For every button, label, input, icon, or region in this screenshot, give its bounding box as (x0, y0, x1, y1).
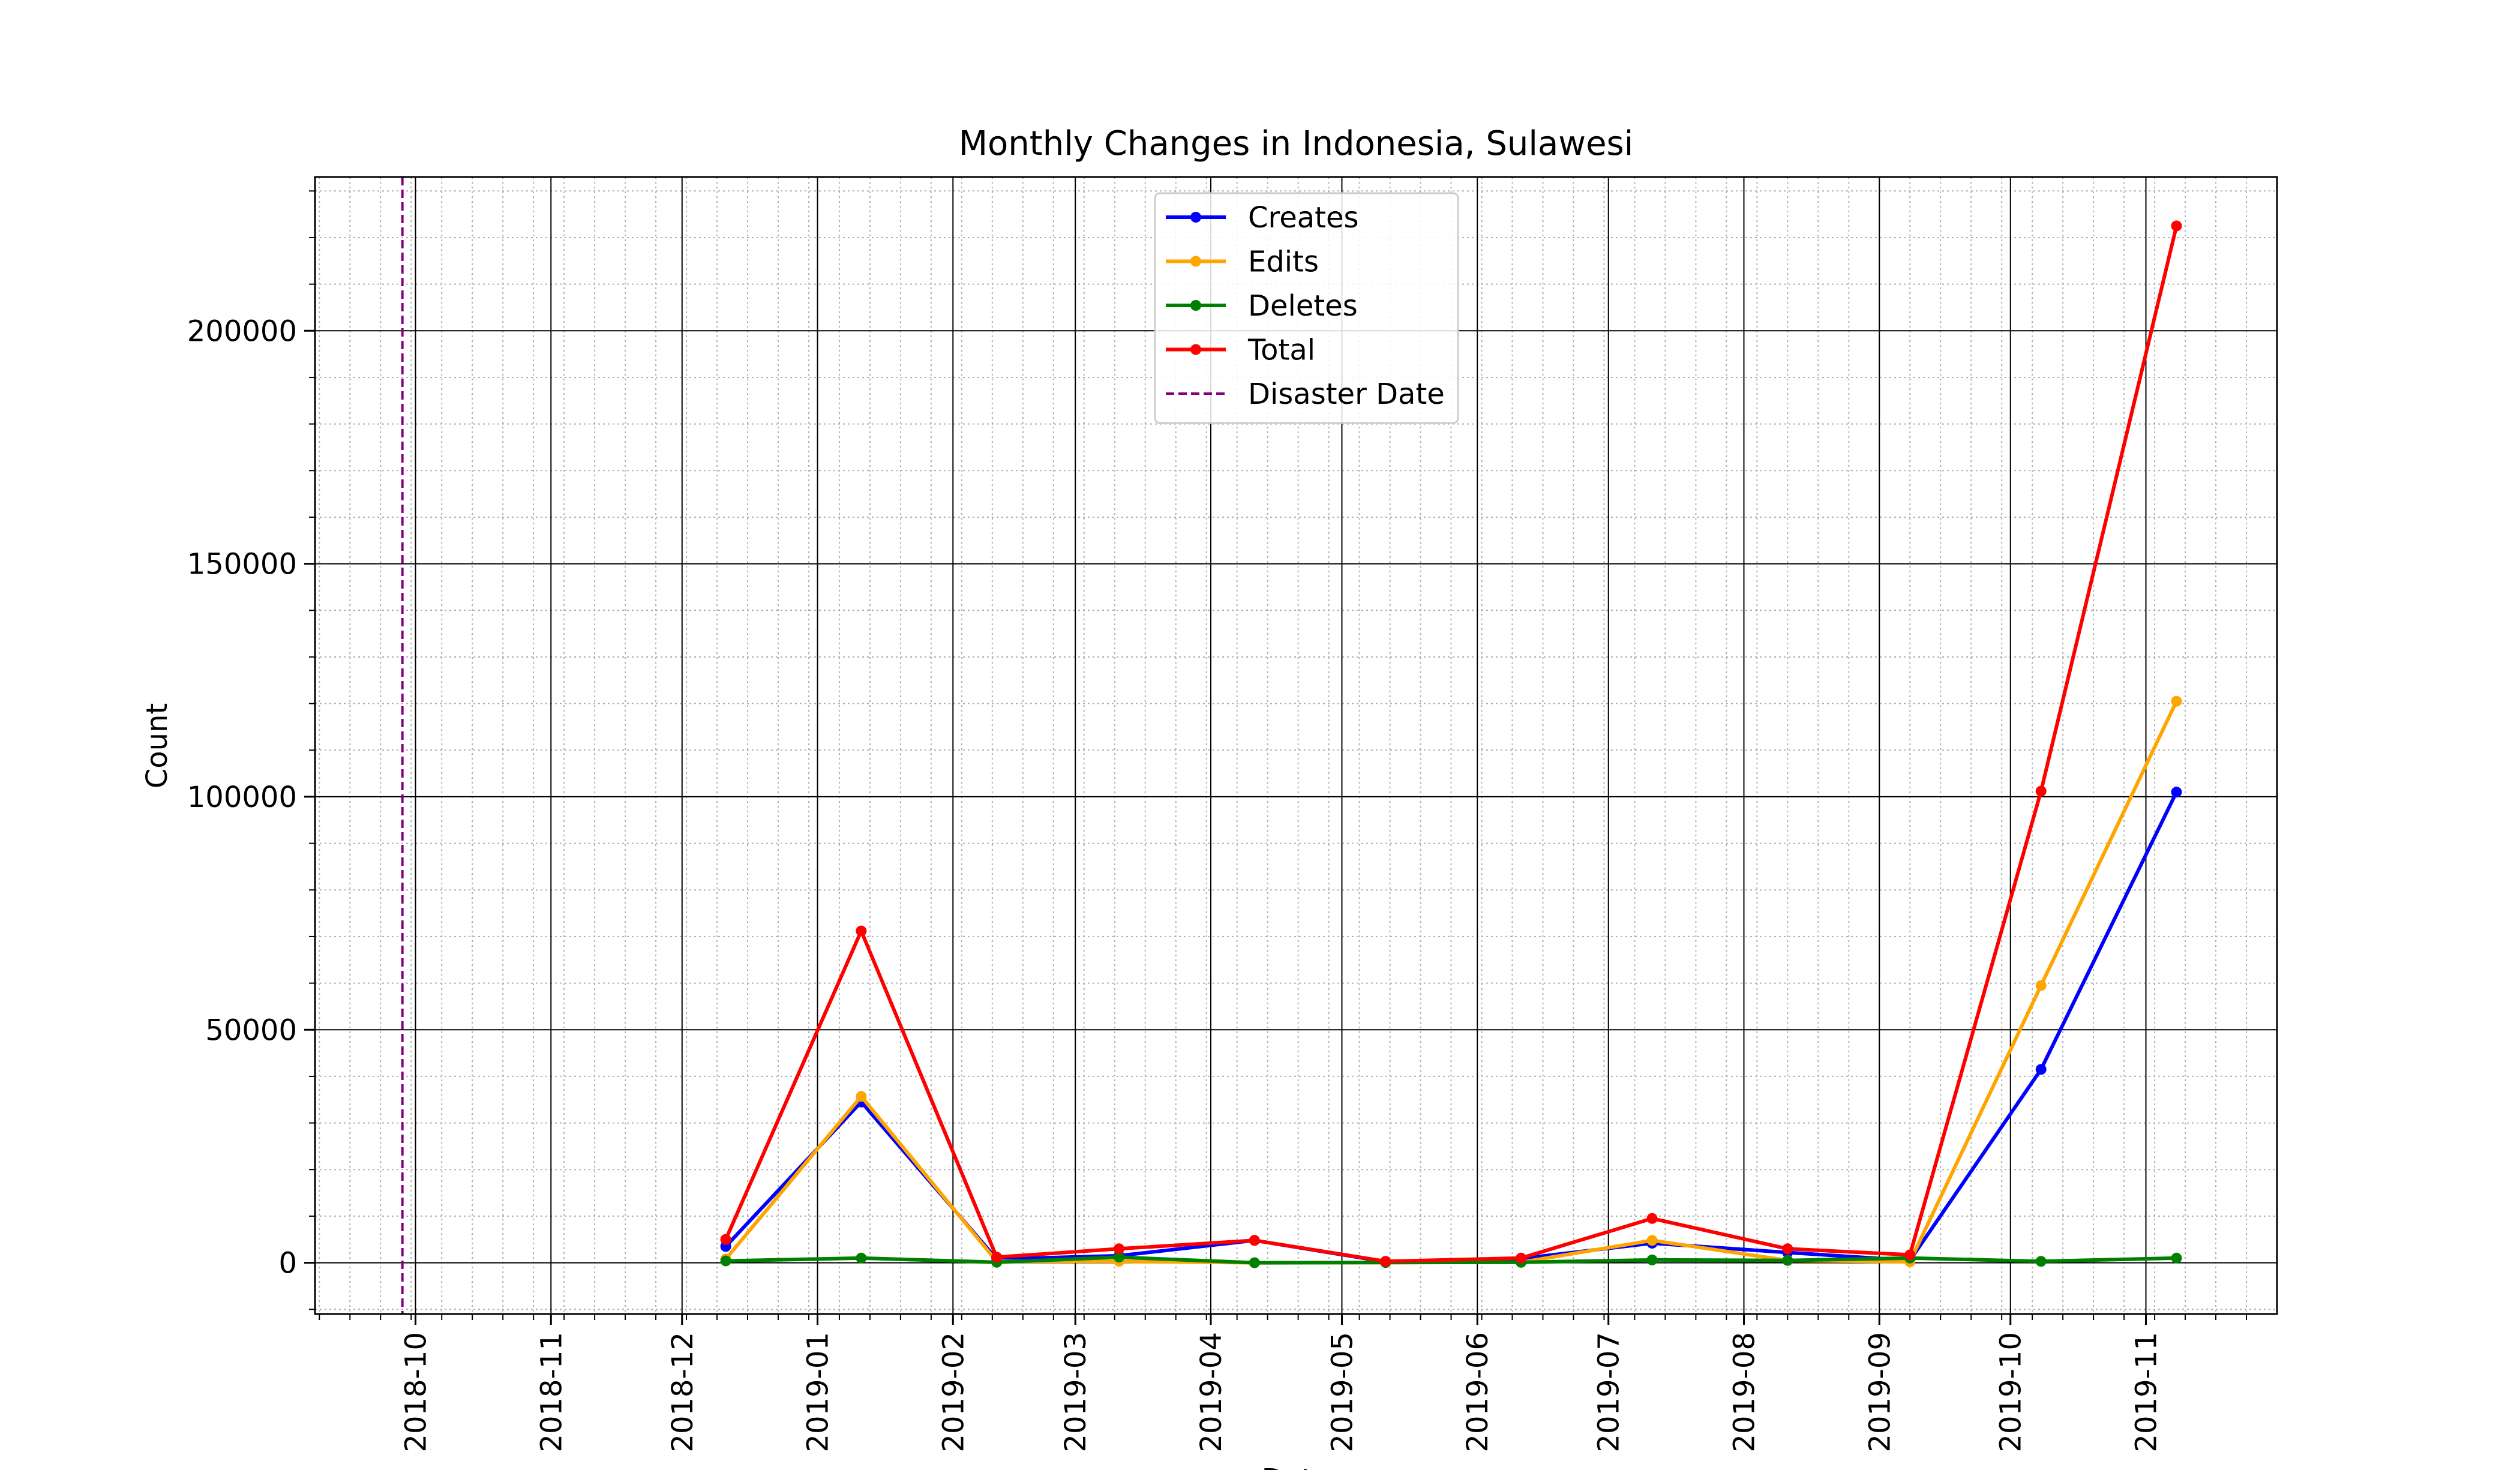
legend-box (1154, 192, 1459, 424)
x-tick-label: 2018-12 (666, 1332, 700, 1453)
data-point-deletes (2035, 1256, 2047, 1267)
data-point-total (1782, 1243, 1793, 1255)
x-tick-label: 2019-01 (802, 1332, 835, 1453)
data-point-deletes (856, 1252, 867, 1264)
series-line-deletes (724, 1255, 2179, 1265)
x-tick-label: 2019-06 (1461, 1332, 1495, 1453)
series-line-total (724, 224, 2179, 1264)
data-point-deletes (1114, 1252, 1125, 1263)
data-point-deletes (1646, 1254, 1658, 1265)
legend: Creates Edits Deletes Total Disaster Date (1154, 192, 1459, 424)
x-tick-label: 2018-11 (535, 1332, 568, 1453)
legend-marker-creates (1190, 212, 1201, 223)
data-point-total (1904, 1249, 1916, 1261)
x-tick-label: 2018-10 (400, 1332, 433, 1453)
legend-marker-total (1190, 344, 1201, 355)
x-tick-label: 2019-04 (1195, 1332, 1228, 1453)
data-point-total (2035, 785, 2047, 797)
legend-label-disaster-date: Disaster Date (1248, 377, 1445, 411)
x-tick-label: 2019-11 (2130, 1332, 2164, 1453)
data-point-total (720, 1234, 731, 1245)
x-tick-label: 2019-09 (1863, 1332, 1897, 1453)
y-tick-label: 0 (278, 1247, 297, 1280)
x-tick-label: 2019-02 (937, 1332, 970, 1453)
x-tick-label: 2019-03 (1059, 1332, 1093, 1453)
data-point-edits (1646, 1235, 1658, 1246)
plot-frame (314, 176, 2278, 1315)
data-point-total (2171, 220, 2182, 232)
legend-marker-deletes (1190, 300, 1201, 311)
data-point-total (1646, 1213, 1658, 1224)
data-point-total (1114, 1243, 1125, 1255)
data-point-total (1249, 1235, 1260, 1246)
data-point-deletes (1249, 1257, 1260, 1268)
data-point-edits (2171, 695, 2182, 707)
data-point-total (1380, 1256, 1391, 1267)
data-point-total (991, 1252, 1003, 1263)
data-point-total (856, 925, 867, 937)
y-axis-label: Count (140, 703, 174, 789)
legend-label-edits: Edits (1248, 245, 1319, 279)
data-point-creates (2035, 1064, 2047, 1075)
data-point-total (1516, 1252, 1527, 1264)
y-tick-label: 200000 (187, 314, 297, 348)
y-tick-label: 50000 (205, 1013, 297, 1047)
legend-label-total: Total (1247, 334, 1315, 367)
chart-title: Monthly Changes in Indonesia, Sulawesi (959, 124, 1634, 163)
y-tick-label: 100000 (187, 781, 297, 814)
series-layer (720, 220, 2182, 1268)
data-point-deletes (720, 1255, 731, 1267)
x-tick-label: 2019-08 (1727, 1332, 1761, 1453)
legend-marker-edits (1190, 256, 1201, 267)
data-point-deletes (2171, 1252, 2182, 1264)
data-point-edits (2035, 980, 2047, 991)
minor-grid (315, 177, 2277, 1314)
y-axis: 0 50000 100000 150000 200000 (187, 190, 315, 1310)
legend-label-deletes: Deletes (1248, 289, 1358, 323)
data-point-creates (2171, 787, 2182, 798)
x-tick-label: 2019-07 (1592, 1332, 1626, 1453)
x-axis-label: Date (1262, 1463, 1331, 1470)
x-tick-label: 2019-10 (1994, 1332, 2028, 1453)
x-axis: 2018-10 2018-11 2018-12 2019-01 2019-02 2019-… (319, 1314, 2248, 1453)
y-tick-label: 150000 (187, 548, 297, 581)
data-point-edits (856, 1091, 867, 1102)
data-point-deletes (1782, 1255, 1793, 1266)
legend-label-creates: Creates (1248, 201, 1359, 235)
x-tick-label: 2019-05 (1325, 1332, 1359, 1453)
